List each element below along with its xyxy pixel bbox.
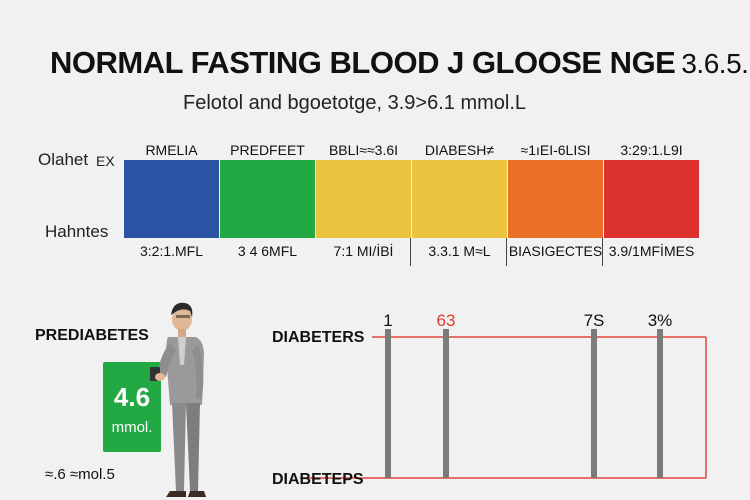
range-segment: [604, 160, 699, 238]
range-category-label: PREDFEET: [230, 142, 305, 158]
range-category-label: ≈1ıEI-6LISI: [520, 142, 591, 158]
range-divider-tick: [602, 238, 603, 266]
threshold-marker-label: 3%: [648, 311, 673, 330]
range-category-label: RMELIA: [145, 142, 198, 158]
range-segment: [508, 160, 603, 238]
glucose-reading-unit: mmol.: [111, 419, 153, 436]
glucose-reading-caption: ≈.6 ≈mol.5: [45, 466, 115, 483]
threshold-y-label-bottom: DIABETEPS: [272, 471, 364, 488]
range-segment: [412, 160, 507, 238]
threshold-pillar: [385, 329, 391, 478]
person-illustration: [150, 302, 206, 497]
range-segment: [124, 160, 219, 238]
glucose-reading-value: 4.6: [113, 382, 151, 412]
side-label-ex: EX: [96, 153, 115, 169]
threshold-marker-label: 63: [437, 311, 456, 330]
threshold-pillar: [443, 329, 449, 478]
range-category-label: DIABESH≠: [424, 142, 495, 158]
range-value-label: BIASIGECTES: [508, 243, 603, 259]
range-value-label: 3 4 6MFL: [237, 243, 298, 259]
threshold-marker-label: 7S: [584, 311, 605, 330]
range-value-label: 3.3.1 M≈L: [428, 243, 491, 259]
side-label-top: Olahet: [38, 150, 89, 169]
range-category-label: BBLI≈≈3.6I: [328, 142, 399, 158]
range-category-label: 3:29:1.L9I: [620, 142, 683, 158]
range-value-label: 7:1 MI/İBİ: [333, 243, 394, 259]
title-value: 3.6.5.: [681, 48, 749, 79]
range-segment: [220, 160, 315, 238]
side-label-bottom: Hahntes: [45, 222, 109, 241]
range-divider-tick: [506, 238, 507, 266]
range-divider-tick: [410, 238, 411, 266]
range-value-label: 3:2:1.MFL: [139, 243, 204, 259]
person-label: PREDIABETES: [35, 327, 149, 344]
threshold-pillar: [657, 329, 663, 478]
threshold-marker-label: 1: [383, 311, 392, 330]
threshold-y-label-top: DIABETERS: [272, 329, 365, 346]
chart-title: NORMAL FASTING BLOOD J GLOOSE NGE 3.6.5.: [50, 45, 749, 81]
title-text: NORMAL FASTING BLOOD J GLOOSE NGE: [50, 45, 676, 80]
range-value-label: 3.9/1MFİMES: [608, 243, 695, 259]
range-segment: [316, 160, 411, 238]
chart-subtitle: Felotol and bgoetotge, 3.9>6.1 mmol.L: [183, 92, 527, 114]
threshold-pillar: [591, 329, 597, 478]
